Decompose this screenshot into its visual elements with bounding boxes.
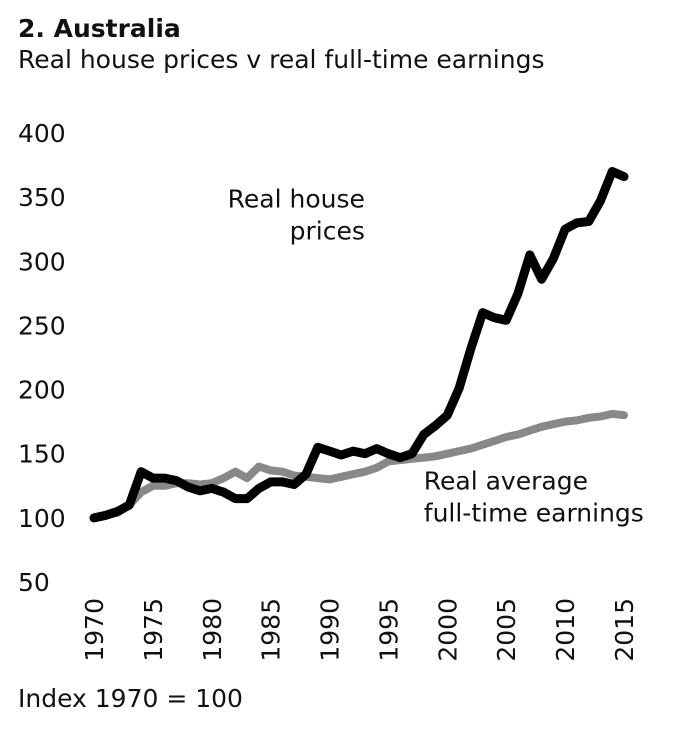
title-block: 2. Australia Real house prices v real fu… xyxy=(18,14,545,76)
annotation-line: prices xyxy=(290,216,365,245)
annotation-earnings: Real average full-time earnings xyxy=(424,467,644,528)
y-tick-label: 350 xyxy=(18,183,66,212)
y-tick-label: 200 xyxy=(18,376,66,405)
x-tick-label: 2015 xyxy=(610,598,639,662)
x-tick-label: 2000 xyxy=(433,598,462,662)
x-tick-label: 1975 xyxy=(139,598,168,662)
annotation-line: Real average xyxy=(424,467,588,496)
series-line-house-prices xyxy=(89,167,629,523)
x-tick-label: 2005 xyxy=(492,598,521,662)
index-footnote: Index 1970 = 100 xyxy=(18,684,243,713)
y-tick-label: 400 xyxy=(18,119,66,148)
y-tick-label: 100 xyxy=(18,504,66,533)
y-tick-label: 50 xyxy=(18,568,50,597)
x-tick-label: 1970 xyxy=(80,598,109,662)
x-tick-label: 1995 xyxy=(374,598,403,662)
x-tick-label: 1985 xyxy=(257,598,286,662)
annotation-house-prices: Real house prices xyxy=(228,184,365,245)
y-tick-label: 300 xyxy=(18,247,66,276)
x-tick-label: 1980 xyxy=(198,598,227,662)
x-tick-label: 1990 xyxy=(316,598,345,662)
y-tick-label: 150 xyxy=(18,440,66,469)
chart-subtitle: Real house prices v real full-time earni… xyxy=(18,45,545,74)
x-tick-label: 2010 xyxy=(551,598,580,662)
annotation-line: full-time earnings xyxy=(424,499,644,528)
annotation-line: Real house xyxy=(228,184,365,213)
chart-title: 2. Australia xyxy=(18,14,181,43)
y-tick-label: 250 xyxy=(18,311,66,340)
